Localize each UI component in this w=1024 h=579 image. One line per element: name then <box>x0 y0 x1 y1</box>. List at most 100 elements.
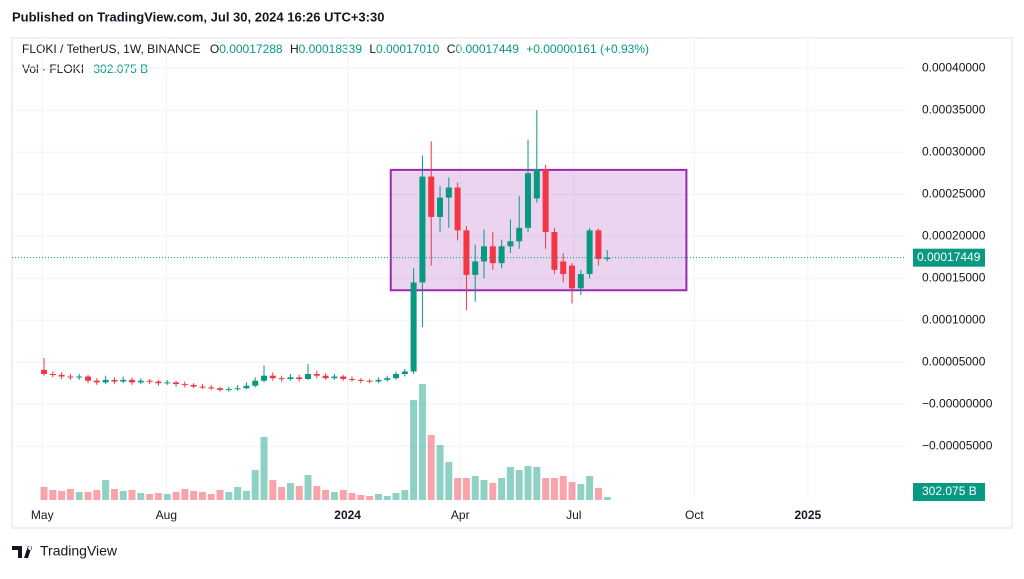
candle-body <box>296 377 303 380</box>
candle-body <box>516 227 523 242</box>
candle-body <box>173 382 180 385</box>
candle-body <box>577 274 584 289</box>
candle-body <box>164 382 171 384</box>
ohlc-key: L <box>369 42 376 56</box>
volume-bar <box>49 490 57 500</box>
volume-bar <box>550 478 558 500</box>
candle-body <box>76 376 83 378</box>
candle-body <box>102 379 109 383</box>
volume-bar <box>489 483 497 500</box>
candle-body <box>525 173 532 228</box>
ohlc-key: C <box>447 42 456 56</box>
candle-body <box>313 374 320 376</box>
x-tick-label: Jul <box>566 508 581 522</box>
volume-bar <box>568 482 576 500</box>
volume-bar <box>374 494 382 500</box>
candle-body <box>357 379 364 381</box>
candle-body <box>217 388 224 390</box>
volume-bar <box>322 490 330 500</box>
volume-bar <box>128 490 136 500</box>
volume-bar <box>454 478 462 500</box>
candle-body <box>225 389 232 391</box>
volume-bar <box>603 496 611 500</box>
candle-body <box>349 379 356 381</box>
candle-body <box>243 385 250 389</box>
volume-bar <box>66 489 74 500</box>
volume-bar <box>524 466 532 500</box>
y-tick-label: 0.00020000 <box>922 228 986 242</box>
candle-body <box>261 375 268 381</box>
candle-body <box>120 379 127 382</box>
y-tick-label: −0.00000000 <box>922 396 993 410</box>
y-tick-label: 0.00025000 <box>922 186 986 200</box>
x-tick-label: Apr <box>451 508 470 522</box>
candle-body <box>49 374 56 375</box>
candle-body <box>533 169 540 199</box>
volume-bar <box>119 491 127 500</box>
candle-body <box>507 241 514 247</box>
ohlc-legend: FLOKI / TetherUS, 1W, BINANCE O0.0001728… <box>22 42 649 56</box>
volume-bar <box>427 435 435 500</box>
candle-body <box>146 380 153 382</box>
volume-bar <box>498 478 506 500</box>
ohlc-value: 0.00017288 <box>219 42 283 56</box>
ohlc-value: 0.00018339 <box>299 42 363 56</box>
volume-bar <box>84 492 92 500</box>
change: +0.00000161 (+0.93%) <box>526 42 649 56</box>
candle-body <box>393 374 400 379</box>
candle-body <box>437 197 444 217</box>
volume-axis-label: 302.075 B <box>922 484 977 498</box>
y-tick-label: 0.00040000 <box>922 60 986 74</box>
y-tick-label: 0.00035000 <box>922 102 986 116</box>
candle-body <box>41 369 48 374</box>
y-tick-label: 0.00005000 <box>922 354 986 368</box>
volume-bar <box>278 487 286 500</box>
candle-body <box>384 378 391 380</box>
candle-body <box>331 376 338 379</box>
volume-bar <box>216 490 224 500</box>
volume-bar <box>313 486 321 500</box>
volume-legend: Vol · FLOKI 302.075 B <box>22 62 148 76</box>
volume-bar <box>137 493 145 500</box>
symbol: FLOKI / TetherUS, 1W, BINANCE <box>22 42 201 56</box>
candle-body <box>481 246 488 262</box>
volume-bar <box>559 476 567 500</box>
x-tick-label: May <box>31 508 54 522</box>
x-tick-label: 2024 <box>334 508 361 522</box>
volume-bar <box>506 467 514 500</box>
candle-body <box>595 230 602 259</box>
candle-body <box>129 379 136 383</box>
candle-body <box>551 232 558 270</box>
volume-bar <box>110 489 118 500</box>
volume-bar <box>594 488 602 500</box>
candle-body <box>366 380 373 382</box>
candle-body <box>234 388 241 390</box>
volume-bar <box>286 483 294 500</box>
volume-bar <box>515 470 523 500</box>
volume-bar <box>304 475 312 500</box>
volume-bar <box>471 476 479 500</box>
x-tick-label: Aug <box>156 508 177 522</box>
grid <box>12 38 905 500</box>
candle-body <box>269 375 276 379</box>
volume-bar <box>40 487 48 500</box>
logo-icon <box>12 546 33 558</box>
last-price-label: 0.00017449 <box>917 250 981 264</box>
volume-bar <box>207 494 215 500</box>
candle-body <box>454 187 461 231</box>
volume-bar <box>190 491 198 500</box>
y-tick-label: 0.00030000 <box>922 144 986 158</box>
volume-bar <box>198 492 206 500</box>
volume-bar <box>339 490 347 500</box>
candle-body <box>305 374 312 380</box>
candle-body <box>252 380 259 386</box>
candle-body <box>58 374 65 377</box>
y-tick-label: 0.00010000 <box>922 312 986 326</box>
volume-bar <box>436 445 444 500</box>
footer-text: TradingView <box>40 543 118 559</box>
last-price-box <box>913 248 985 267</box>
candle-body <box>569 265 576 289</box>
ohlc-value: 0.00017449 <box>455 42 519 56</box>
y-tick-label: 0.00015000 <box>922 270 986 284</box>
